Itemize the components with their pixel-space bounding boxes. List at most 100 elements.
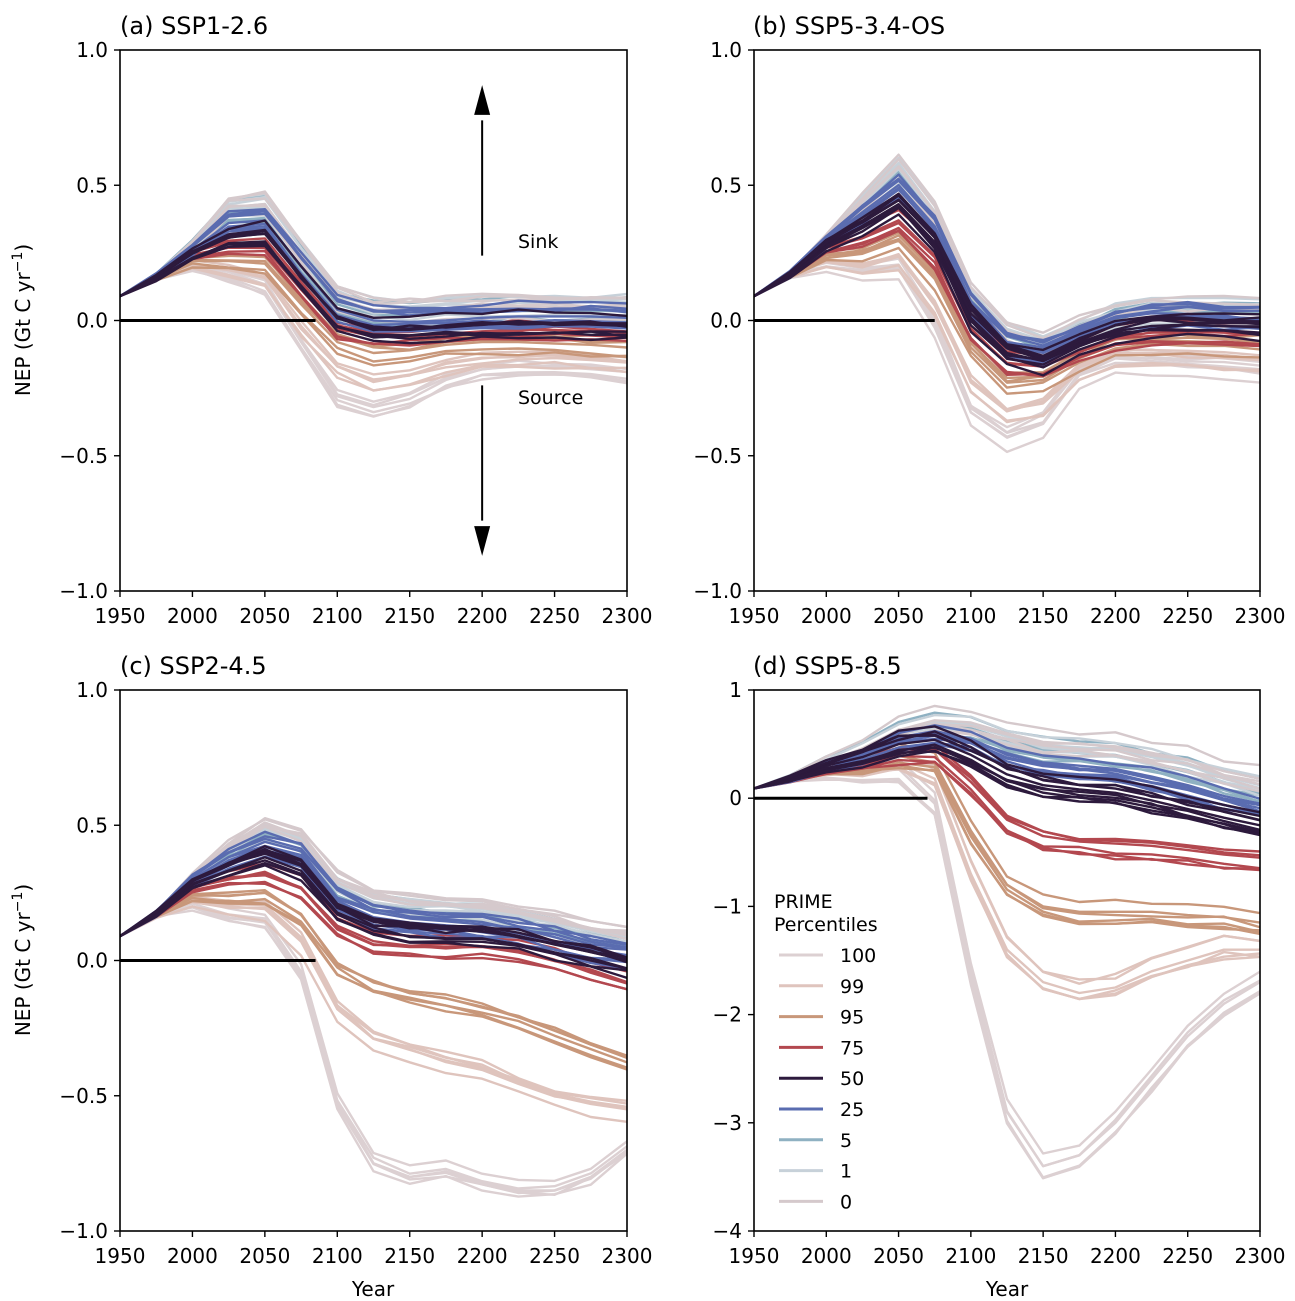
legend-title-line1: PRIME: [774, 891, 833, 913]
legend-label-100: 100: [840, 945, 876, 967]
y-tick-label: −1: [713, 894, 742, 918]
series-0-member: [754, 153, 1260, 334]
series-0-member: [120, 190, 627, 303]
series-1-member: [754, 713, 1260, 790]
series-25-member: [120, 209, 627, 314]
x-tick-label: 2100: [312, 1244, 363, 1268]
series-lines: [120, 817, 627, 1198]
x-tick-label: 2150: [384, 604, 435, 628]
series-lines: [754, 704, 1260, 1180]
series-0-member: [120, 818, 627, 938]
series-50-member: [120, 848, 627, 962]
series-lines: [754, 153, 1260, 454]
y-tick-label: 0: [729, 786, 742, 810]
legend-title-line2: Percentiles: [774, 914, 878, 936]
series-99-member: [120, 900, 627, 1110]
x-tick-label: 2150: [1018, 604, 1069, 628]
series-75-member: [754, 758, 1260, 870]
series-50-member: [754, 746, 1260, 837]
y-tick-label: −0.5: [59, 1084, 108, 1108]
series-100-member: [754, 777, 1260, 1179]
y-tick-label: −0.5: [59, 444, 108, 468]
series-99-member: [120, 267, 627, 392]
panel-title: (d) SSP5-8.5: [753, 652, 902, 680]
series-100-member: [120, 902, 627, 1190]
legend-label-99: 99: [840, 976, 864, 998]
y-tick-label: 1.0: [76, 38, 108, 62]
x-tick-label: 2000: [801, 1244, 852, 1268]
y-tick-label: 0.0: [710, 309, 742, 333]
series-95-member: [754, 764, 1260, 936]
source-arrow-head: [474, 526, 491, 556]
series-50-member: [754, 725, 1260, 814]
legend-label-0: 0: [840, 1191, 852, 1213]
x-tick-label: 2050: [873, 1244, 924, 1268]
x-tick-label: 2000: [801, 604, 852, 628]
x-tick-label: 2200: [457, 604, 508, 628]
x-tick-label: 2250: [1162, 1244, 1213, 1268]
x-tick-label: 2050: [239, 1244, 290, 1268]
x-tick-label: 1950: [95, 1244, 146, 1268]
legend-label-75: 75: [840, 1037, 864, 1059]
x-tick-label: 2200: [1090, 604, 1141, 628]
series-50-member: [120, 861, 627, 972]
y-axis-label-top: NEP (Gt C yr−1): [10, 244, 35, 396]
y-tick-label: −1.0: [693, 579, 742, 603]
y-tick-label: 1.0: [710, 38, 742, 62]
x-tick-label: 2300: [602, 604, 653, 628]
y-tick-label: −0.5: [693, 444, 742, 468]
x-tick-label: 2150: [384, 1244, 435, 1268]
x-tick-label: 2300: [1235, 1244, 1286, 1268]
y-tick-label: −2: [713, 1003, 742, 1027]
legend-label-1: 1: [840, 1161, 852, 1183]
x-tick-label: 2100: [312, 604, 363, 628]
series-95-member: [754, 239, 1260, 389]
panel-d-ssp5-8-5: (d) SSP5-8.5 1950 2000 2050 2100 2150 2200 225…: [713, 652, 1286, 1268]
y-tick-label: 1: [729, 678, 742, 702]
x-tick-label: 2000: [167, 604, 218, 628]
series-50-member: [754, 213, 1260, 377]
sink-arrow-head: [474, 85, 491, 115]
series-25-member: [120, 207, 627, 310]
panel-c-ssp2-4-5: (c) SSP2-4.5 1950 2000 2050 2100 2150 2200 225…: [59, 652, 652, 1268]
sink-label: Sink: [518, 231, 558, 253]
source-label: Source: [518, 387, 583, 409]
y-tick-label: −1.0: [59, 1219, 108, 1243]
series-1-member: [120, 214, 627, 322]
series-100-member: [120, 909, 627, 1198]
x-tick-label: 2300: [1235, 604, 1286, 628]
panel-title: (c) SSP2-4.5: [120, 652, 267, 680]
x-tick-label: 2150: [1018, 1244, 1069, 1268]
series-50-member: [120, 219, 627, 319]
x-axis-label-c: Year: [351, 1277, 395, 1301]
panel-a-ssp1-2-6: (a) SSP1-2.6 Sink Source 1950 2000 2050 210…: [59, 12, 652, 628]
panel-title: (b) SSP5-3.4-OS: [753, 12, 945, 40]
series-50-member: [754, 198, 1260, 360]
x-axis-label-d: Year: [985, 1277, 1029, 1301]
y-tick-label: −4: [713, 1219, 742, 1243]
series-50-line: [754, 738, 1260, 827]
y-tick-label: −1.0: [59, 579, 108, 603]
series-50-member: [754, 192, 1260, 352]
series-50-member: [120, 244, 627, 345]
series-25-member: [120, 837, 627, 949]
y-tick-label: 0.0: [76, 309, 108, 333]
x-tick-label: 2050: [873, 604, 924, 628]
series-25-member: [754, 177, 1260, 343]
series-99-member: [754, 265, 1260, 424]
series-0-member: [754, 704, 1260, 790]
y-tick-label: 1.0: [76, 678, 108, 702]
y-tick-label: 0.0: [76, 949, 108, 973]
panel-b-ssp5-3-4-os: (b) SSP5-3.4-OS 1950 2000 2050 2100 2150 2200…: [693, 12, 1285, 628]
series-50-member: [120, 228, 627, 330]
x-tick-label: 1950: [729, 604, 780, 628]
series-75-member: [120, 880, 627, 991]
axes-frame: [753, 689, 1261, 1232]
x-tick-label: 2250: [1162, 604, 1213, 628]
x-tick-label: 1950: [95, 604, 146, 628]
series-95-member: [754, 237, 1260, 383]
series-100-member: [754, 265, 1260, 434]
panel-title: (a) SSP1-2.6: [120, 12, 268, 40]
series-95-member: [120, 889, 627, 1057]
